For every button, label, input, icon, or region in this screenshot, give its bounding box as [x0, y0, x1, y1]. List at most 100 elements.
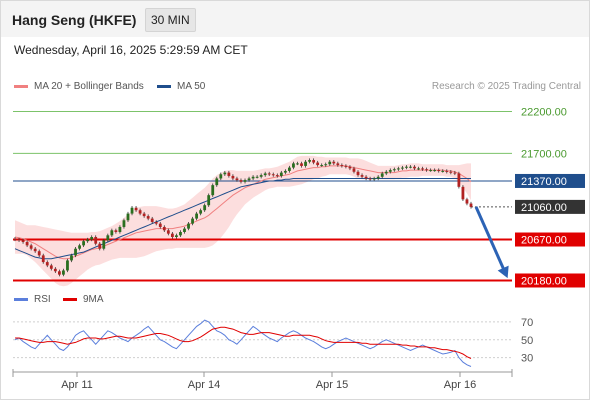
candle-body — [400, 167, 404, 169]
candle-body — [138, 210, 142, 214]
candle-body — [122, 220, 126, 227]
candle-body — [49, 265, 53, 269]
timeframe-badge[interactable]: 30 MIN — [145, 8, 196, 32]
candle-body — [259, 175, 263, 177]
chart-datetime: Wednesday, April 16, 2025 5:29:59 AM CET — [14, 43, 248, 57]
candle-body — [429, 170, 433, 172]
candle-body — [215, 178, 219, 186]
legend-9ma: 9MA — [63, 294, 104, 305]
candle-body — [292, 163, 295, 168]
candle-body — [33, 248, 37, 252]
level-label-bg-3 — [515, 199, 585, 214]
candle-body — [255, 176, 259, 178]
candle-body — [372, 178, 376, 180]
candle-body — [37, 251, 41, 256]
legend-9ma-swatch — [63, 298, 77, 301]
candle-body — [332, 161, 336, 164]
candle-body — [437, 170, 441, 172]
candle-body — [25, 242, 29, 246]
candle-body — [396, 168, 400, 170]
candle-body — [78, 245, 81, 249]
rsi-tick-label: 50 — [521, 335, 533, 347]
candle-body — [207, 195, 211, 206]
candle-body — [170, 233, 174, 237]
level-label-bg-2 — [515, 173, 585, 188]
candle-body — [344, 165, 348, 167]
candle-body — [106, 235, 110, 241]
rsi-tick-label: 70 — [521, 317, 533, 329]
candle-body — [405, 166, 408, 168]
candle-body — [288, 167, 291, 171]
candle-body — [312, 160, 316, 163]
candle-body — [114, 230, 118, 232]
candle-body — [263, 173, 267, 176]
candle-body — [453, 172, 457, 174]
candle-body — [417, 168, 420, 170]
candle-body — [457, 173, 461, 187]
candle-body — [219, 174, 223, 179]
candle-body — [328, 161, 332, 165]
candle-body — [118, 226, 122, 232]
candle-body — [191, 218, 194, 224]
candle-body — [86, 239, 90, 242]
candle-body — [57, 271, 61, 275]
candle-body — [187, 223, 190, 229]
candle-body — [98, 243, 102, 249]
candle-body — [348, 166, 352, 169]
candle-body — [275, 175, 279, 177]
candle-body — [146, 216, 150, 219]
candle-body — [239, 180, 243, 182]
rsi-line — [14, 319, 472, 367]
candle-body — [251, 176, 255, 179]
candle-body — [45, 262, 49, 266]
candle-body — [271, 174, 275, 176]
candle-body — [449, 171, 453, 173]
candle-body — [247, 178, 251, 181]
instrument-title: Hang Seng (HKFE) — [12, 12, 137, 28]
candle-body — [162, 226, 166, 231]
level-label-2: 21370.00 — [521, 176, 567, 188]
ma20-line — [14, 165, 472, 260]
candle-body — [392, 169, 396, 171]
candle-body — [227, 172, 231, 176]
legend-ma50-swatch — [157, 85, 171, 88]
level-label-bg-5 — [515, 273, 585, 288]
candle-body — [441, 170, 445, 172]
level-label-4: 20670.00 — [521, 235, 567, 247]
level-label-0: 22200.00 — [521, 107, 567, 119]
candle-body — [154, 221, 158, 224]
research-credit: Research © 2025 Trading Central — [431, 81, 581, 92]
level-label-1: 21700.00 — [521, 148, 567, 160]
candle-body — [388, 170, 392, 172]
chart-header: Hang Seng (HKFE) 30 MIN — [1, 1, 589, 37]
candle-body — [102, 240, 106, 249]
legend-ma50: MA 50 — [157, 81, 205, 92]
x-tick-label: Apr 11 — [61, 379, 93, 391]
candle-body — [130, 207, 134, 214]
legend-ma20-label: MA 20 + Bollinger Bands — [34, 81, 144, 92]
candle-body — [158, 223, 162, 227]
candle-body — [74, 248, 77, 256]
candle-body — [308, 160, 311, 162]
candle-body — [13, 238, 17, 240]
candle-body — [320, 165, 324, 167]
candle-body — [425, 169, 429, 171]
legend-rsi-swatch — [14, 298, 28, 301]
forecast-arrow-shaft — [474, 206, 508, 276]
candle-body — [166, 230, 170, 234]
candle-body — [199, 210, 203, 214]
level-label-bg-1 — [515, 146, 585, 161]
level-label-3: 21060.00 — [521, 202, 567, 214]
candle-body — [62, 270, 65, 275]
x-tick-label: Apr 15 — [316, 379, 348, 391]
candle-body — [110, 230, 114, 236]
x-tick-label: Apr 16 — [444, 379, 476, 391]
legend-9ma-label: 9MA — [83, 294, 104, 305]
candle-body — [364, 176, 368, 179]
candle-body — [409, 166, 412, 168]
candle-body — [175, 235, 178, 237]
candle-body — [413, 166, 416, 169]
candle-body — [324, 164, 328, 166]
level-label-bg-0 — [515, 104, 585, 119]
